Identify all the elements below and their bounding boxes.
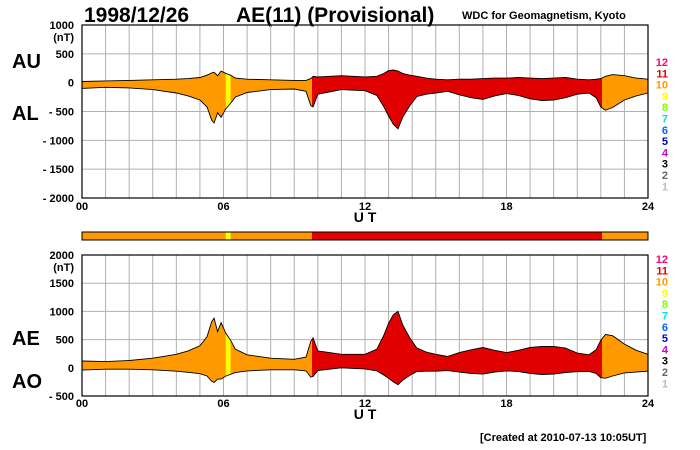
legend-station-12: 12 <box>656 57 668 69</box>
legend-station-2: 2 <box>662 170 668 182</box>
x-tick-label: 24 <box>642 398 655 410</box>
legend-station-10: 10 <box>656 277 668 289</box>
area-fill-segment <box>602 74 648 111</box>
area-fill-segment <box>319 70 603 129</box>
activity-bar-segment <box>225 232 231 240</box>
ae-ao-panel: 2000 1500 1000 500 0 - 500 (nT) 00 06 12 18 24 U T <box>49 250 655 422</box>
x-tick-label: 18 <box>500 201 512 213</box>
y-tick-label: 500 <box>56 49 74 61</box>
series-line-al <box>81 86 649 130</box>
x-tick-label: 12 <box>359 201 371 213</box>
legend-station-2: 2 <box>662 367 668 379</box>
legend-station-11: 11 <box>656 68 668 80</box>
legend-station-7: 7 <box>662 114 668 126</box>
y-tick-label: 0 <box>68 78 74 90</box>
area-fill-segment <box>602 334 648 379</box>
chart-date: 1998/12/26 <box>84 4 190 27</box>
created-timestamp: [Created at 2010-07-13 10:05UT] <box>480 432 647 444</box>
ao-label: AO <box>12 371 42 393</box>
area-fill-segment <box>82 71 226 123</box>
x-tick-label: 06 <box>217 201 229 213</box>
legend-station-6: 6 <box>662 322 668 334</box>
legend-station-4: 4 <box>662 344 669 356</box>
x-tick-label: 12 <box>359 398 371 410</box>
legend-station-5: 5 <box>662 333 668 345</box>
plot-frame <box>81 254 649 397</box>
x-tick-label: 00 <box>76 201 88 213</box>
plot-frame <box>81 24 649 199</box>
y-tick-label: 1500 <box>50 278 74 290</box>
legend-station-8: 8 <box>662 102 668 114</box>
y-tick-label: 1000 <box>50 306 74 318</box>
legend-station-7: 7 <box>662 311 668 323</box>
activity-bar-segment <box>230 232 312 240</box>
x-tick-label: 24 <box>642 201 655 213</box>
x-axis-label: U T <box>354 406 377 422</box>
activity-bar-segment <box>602 232 648 240</box>
activity-bar-segment <box>82 232 226 240</box>
series-line-au <box>81 69 649 82</box>
area-fill-segment <box>82 318 226 383</box>
legend-station-9: 9 <box>662 288 668 300</box>
x-tick-label: 06 <box>217 398 229 410</box>
legend-station-8: 8 <box>662 299 668 311</box>
legend-station-4: 4 <box>662 147 669 159</box>
area-fill-segment <box>311 337 320 377</box>
legend-station-6: 6 <box>662 125 668 137</box>
chart-title: AE(11) (Provisional) <box>236 4 435 27</box>
source-label: WDC for Geomagnetism, Kyoto <box>462 10 626 22</box>
activity-bar-segment <box>311 232 320 240</box>
area-fill-segment <box>311 76 320 107</box>
x-tick-label: 00 <box>76 398 88 410</box>
legend-station-1: 1 <box>662 181 668 193</box>
legend-station-3: 3 <box>662 356 668 368</box>
series-line-ae <box>81 310 649 363</box>
legend-station-5: 5 <box>662 136 668 148</box>
au-label: AU <box>12 51 41 73</box>
activity-color-bar <box>81 231 649 241</box>
legend-station-1: 1 <box>662 378 668 390</box>
y-tick-label: 0 <box>68 363 74 375</box>
legend-station-11: 11 <box>656 265 668 277</box>
legend-station-3: 3 <box>662 159 668 171</box>
y-unit-label: (nT) <box>53 32 74 44</box>
y-tick-label: 1000 <box>50 20 74 32</box>
y-tick-label: - 1500 <box>43 164 74 176</box>
area-fill-segment <box>225 73 231 109</box>
y-tick-label: - 2000 <box>43 193 74 205</box>
au-al-panel: 1000 500 0 - 500 - 1000 - 1500 - 2000 (nT) 00 06 1… <box>43 20 655 225</box>
al-label: AL <box>12 103 39 125</box>
legend-station-10: 10 <box>656 80 668 92</box>
x-tick-label: 18 <box>500 398 512 410</box>
area-fill-segment <box>230 75 312 107</box>
series-line-ao <box>81 367 649 386</box>
y-tick-label: - 1000 <box>43 135 74 147</box>
area-fill-segment <box>319 311 603 385</box>
y-tick-label: - 500 <box>49 107 74 119</box>
activity-bar-frame <box>81 231 649 241</box>
y-tick-label: 500 <box>56 335 74 347</box>
y-unit-label: (nT) <box>53 262 74 274</box>
x-axis-label: U T <box>354 209 377 225</box>
activity-bar-segment <box>319 232 603 240</box>
ae-label: AE <box>12 328 40 350</box>
y-tick-label: 2000 <box>50 250 74 262</box>
area-fill-segment <box>225 333 231 377</box>
legend-station-9: 9 <box>662 91 668 103</box>
legend-station-12: 12 <box>656 254 668 266</box>
y-tick-label: - 500 <box>49 391 74 403</box>
